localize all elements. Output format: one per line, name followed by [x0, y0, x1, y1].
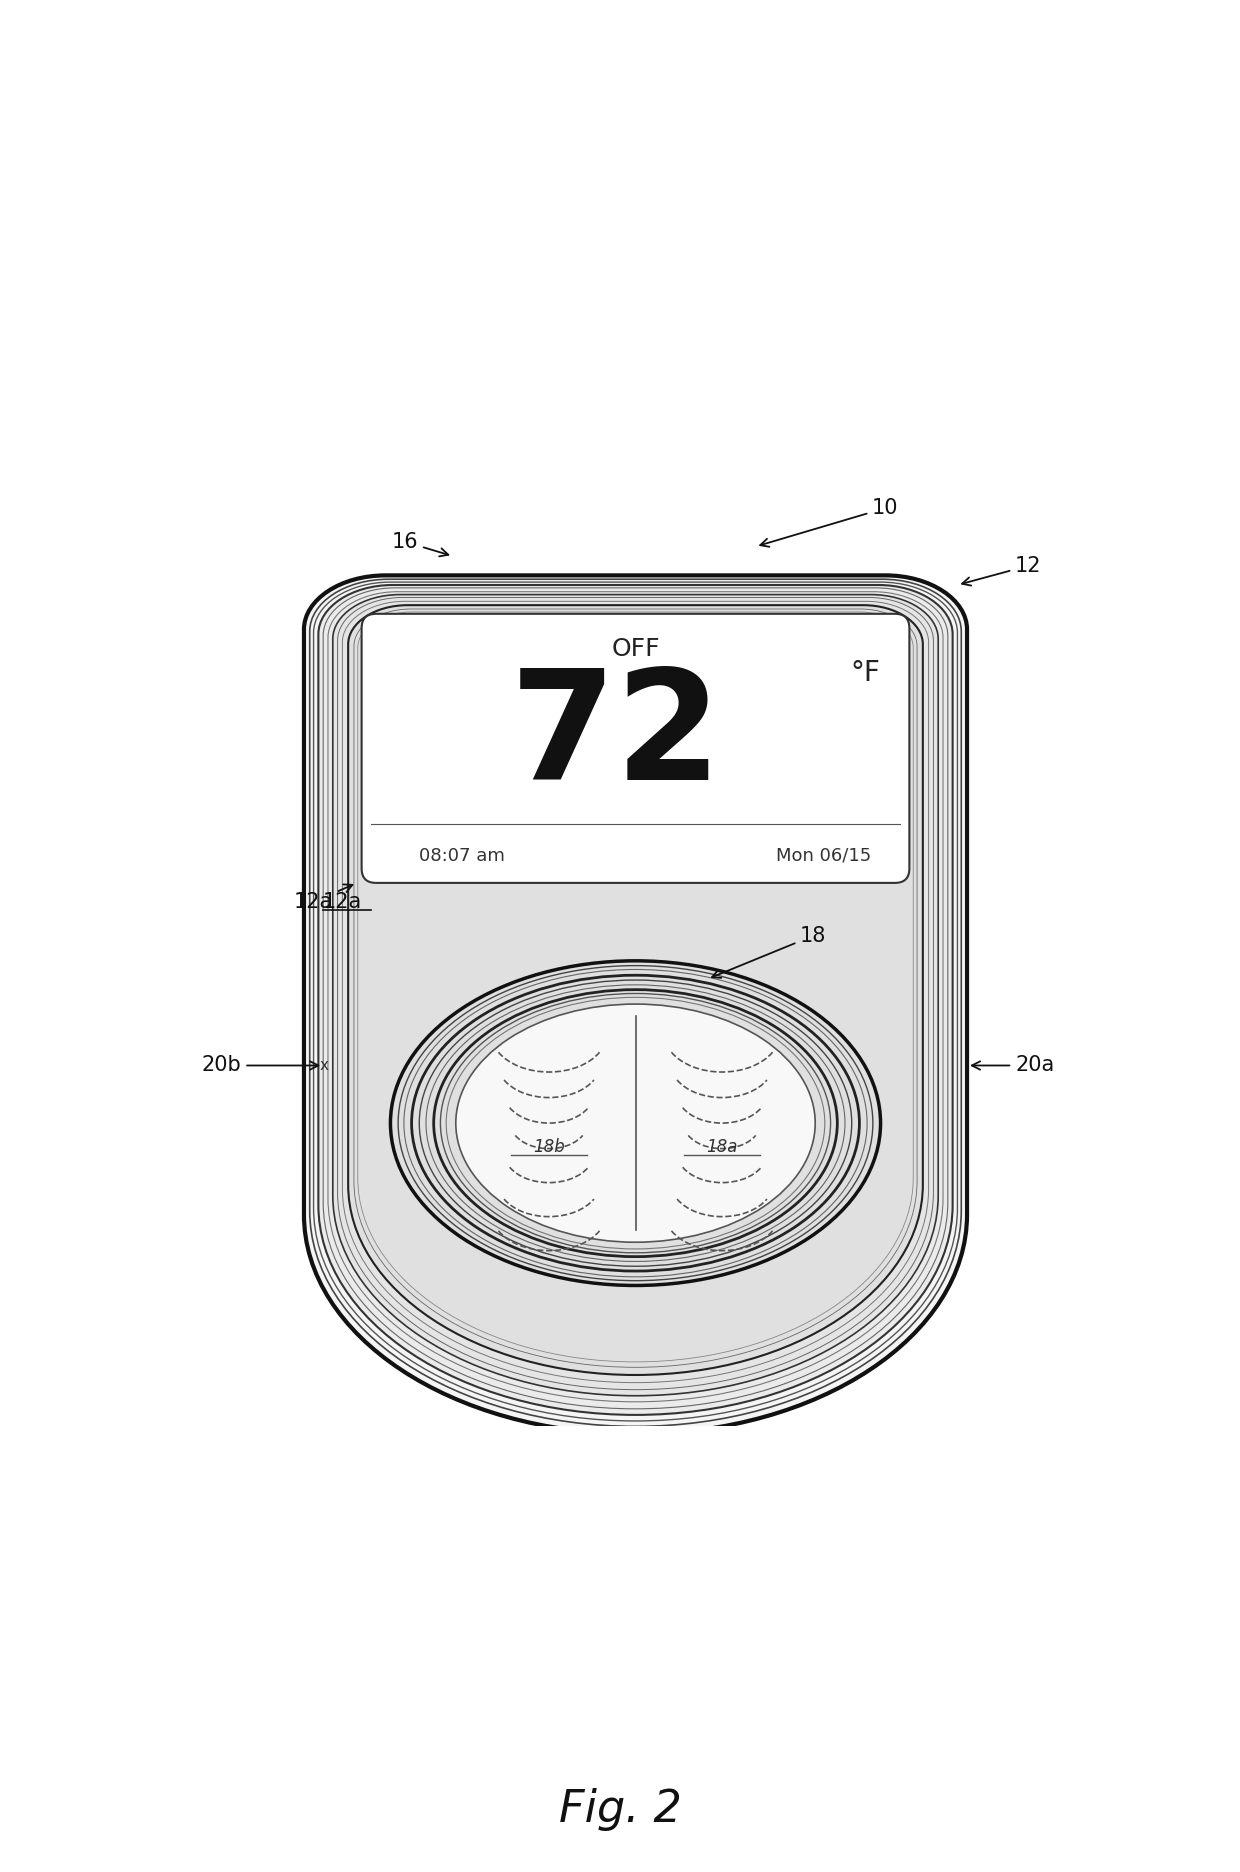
Text: 10: 10 [760, 498, 899, 547]
Text: Fig. 2: Fig. 2 [558, 1788, 682, 1831]
Ellipse shape [456, 1003, 815, 1243]
PathPatch shape [304, 575, 967, 1434]
Text: 72: 72 [510, 663, 723, 812]
Text: °F: °F [851, 659, 880, 687]
FancyBboxPatch shape [362, 614, 909, 884]
Text: 16: 16 [392, 532, 449, 556]
Text: 12a: 12a [294, 884, 352, 912]
Text: 18: 18 [712, 927, 827, 977]
Text: OFF: OFF [611, 636, 660, 661]
PathPatch shape [348, 605, 923, 1374]
PathPatch shape [332, 595, 939, 1397]
Text: x: x [320, 1058, 329, 1073]
Text: 12a: 12a [322, 893, 362, 912]
Text: 18a: 18a [707, 1138, 738, 1157]
PathPatch shape [319, 584, 952, 1415]
Text: 20b: 20b [202, 1056, 319, 1076]
Text: 20a: 20a [972, 1056, 1054, 1076]
Text: Mon 06/15: Mon 06/15 [776, 846, 870, 865]
Text: 12: 12 [962, 556, 1042, 586]
Text: 08:07 am: 08:07 am [419, 846, 505, 865]
Text: 18b: 18b [533, 1138, 565, 1157]
